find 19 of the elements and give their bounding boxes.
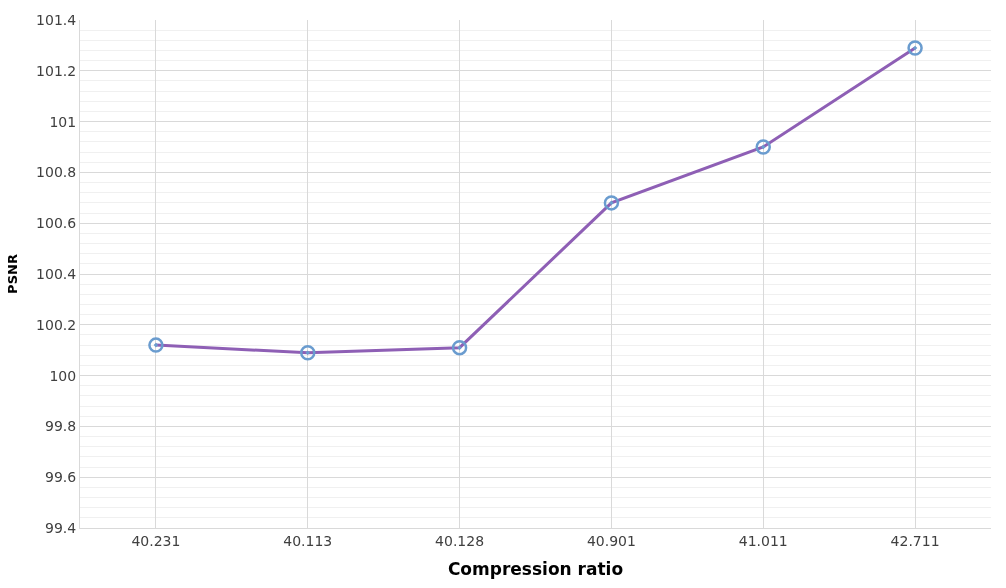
- y-tick-label: 100.4: [36, 265, 77, 282]
- x-tick-label: 40.113: [283, 532, 333, 549]
- x-tick-label: 40.128: [435, 532, 485, 549]
- y-axis-title: PSNR: [5, 254, 21, 294]
- y-tick-label: 101.2: [36, 62, 77, 79]
- x-tick-label: 41.011: [738, 532, 788, 549]
- y-tick-label: 101: [49, 113, 77, 130]
- x-axis-title: Compression ratio: [447, 559, 624, 580]
- y-tick-label: 100.8: [36, 164, 77, 181]
- y-tick-label: 99.4: [45, 519, 77, 536]
- y-tick-label: 100: [49, 367, 77, 384]
- x-tick-label: 40.231: [131, 532, 181, 549]
- x-tick-label: 40.901: [586, 532, 636, 549]
- y-tick-label: 100.2: [36, 316, 77, 333]
- y-tick-label: 99.6: [45, 469, 77, 486]
- x-tick-label: 42.711: [890, 532, 940, 549]
- y-tick-label: 101.4: [36, 11, 77, 28]
- y-tick-label: 100.6: [36, 215, 77, 232]
- y-tick-label: 99.8: [45, 418, 77, 435]
